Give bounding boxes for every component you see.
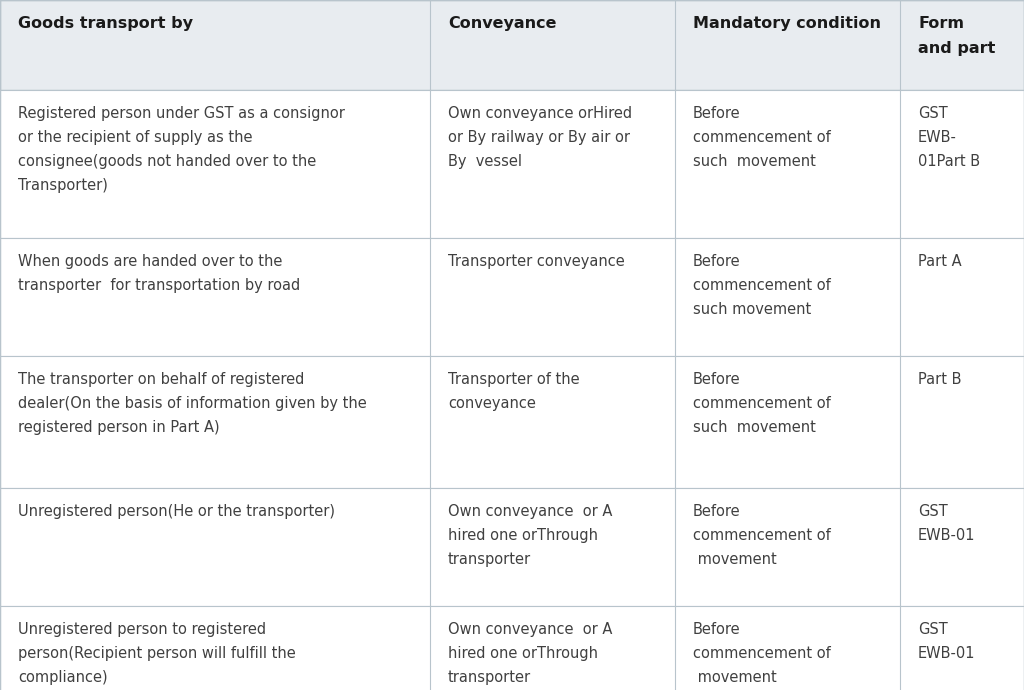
Bar [0, 0, 1024, 90]
Text: Before
commencement of
such  movement: Before commencement of such movement [693, 106, 830, 169]
Bar [0, 356, 1024, 488]
Text: Transporter conveyance: Transporter conveyance [449, 254, 625, 269]
Bar [0, 238, 1024, 356]
Text: Registered person under GST as a consignor
or the recipient of supply as the
con: Registered person under GST as a consign… [18, 106, 345, 193]
Text: GST
EWB-01: GST EWB-01 [918, 504, 976, 543]
Text: Mandatory condition: Mandatory condition [693, 16, 881, 31]
Bar [0, 606, 1024, 690]
Text: Unregistered person(He or the transporter): Unregistered person(He or the transporte… [18, 504, 335, 519]
Text: Before
commencement of
such movement: Before commencement of such movement [693, 254, 830, 317]
Text: Before
commencement of
such  movement: Before commencement of such movement [693, 372, 830, 435]
Text: Part B: Part B [918, 372, 962, 387]
Text: Before
commencement of
 movement: Before commencement of movement [693, 504, 830, 567]
Text: The transporter on behalf of registered
dealer(On the basis of information given: The transporter on behalf of registered … [18, 372, 367, 435]
Text: Unregistered person to registered
person(Recipient person will fulfill the
compl: Unregistered person to registered person… [18, 622, 296, 685]
Text: Before
commencement of
 movement: Before commencement of movement [693, 622, 830, 685]
Text: Conveyance: Conveyance [449, 16, 556, 31]
Text: When goods are handed over to the
transporter  for transportation by road: When goods are handed over to the transp… [18, 254, 300, 293]
Text: Part A: Part A [918, 254, 962, 269]
Text: Own conveyance  or A
hired one orThrough
transporter: Own conveyance or A hired one orThrough … [449, 622, 612, 685]
Text: GST
EWB-
01Part B: GST EWB- 01Part B [918, 106, 980, 169]
Bar [0, 488, 1024, 606]
Text: GST
EWB-01: GST EWB-01 [918, 622, 976, 661]
Text: Transporter of the
conveyance: Transporter of the conveyance [449, 372, 580, 411]
Text: Form
and part: Form and part [918, 16, 995, 56]
Text: Own conveyance orHired
or By railway or By air or
By  vessel: Own conveyance orHired or By railway or … [449, 106, 632, 169]
Text: Own conveyance  or A
hired one orThrough
transporter: Own conveyance or A hired one orThrough … [449, 504, 612, 567]
Bar [0, 90, 1024, 238]
Text: Goods transport by: Goods transport by [18, 16, 193, 31]
